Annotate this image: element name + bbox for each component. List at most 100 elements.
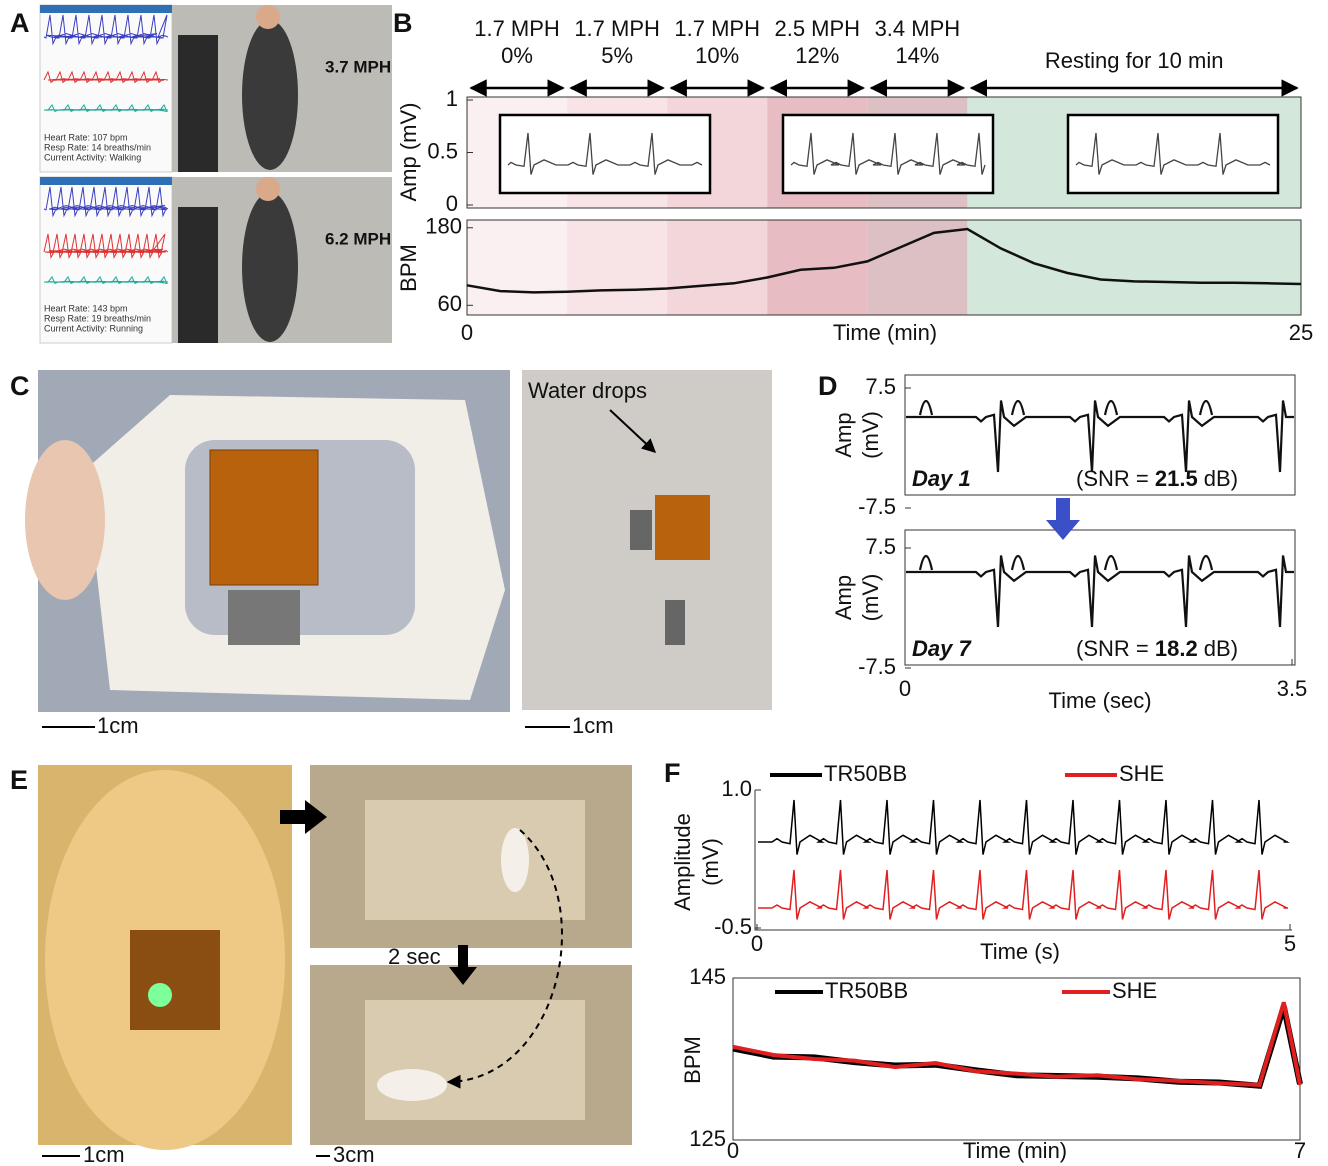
y-axis-label: BPM [680, 1036, 705, 1084]
stage-grade: 12% [795, 43, 839, 68]
panel-label: B [393, 8, 413, 38]
snr-unit: dB) [1198, 466, 1238, 491]
y-axis-label: (mV) [858, 574, 883, 622]
screen-header [40, 177, 172, 185]
runner-head [256, 177, 280, 201]
stage-speed: 1.7 MPH [674, 16, 760, 41]
panel-label: F [664, 758, 681, 788]
circuit-board [210, 450, 318, 585]
stage-band [767, 220, 867, 315]
y-axis-label: Amp [831, 412, 856, 457]
x-tick-label: 0 [751, 931, 763, 956]
ecg-trace [906, 401, 1294, 473]
speed: 6.2 MPH [325, 229, 391, 248]
electrode [228, 590, 300, 645]
panel-label: D [818, 371, 838, 401]
stage-speed: 1.7 MPH [574, 16, 660, 41]
stage-grade: 0% [501, 43, 533, 68]
y-axis-label: Amplitude [670, 813, 695, 911]
finger [25, 440, 105, 600]
y-tick-label: 145 [689, 964, 726, 989]
y-tick-label: 1.0 [721, 776, 752, 801]
scale-label: 1cm [97, 713, 139, 738]
x-tick-label: 5 [1284, 931, 1296, 956]
ecg-trace [906, 556, 1294, 628]
resp-rate: Resp Rate: 14 breaths/min [44, 142, 151, 152]
y-tick-label: 0 [446, 191, 458, 216]
x-tick-label: 0 [461, 320, 473, 345]
x-tick-label: 0 [727, 1138, 739, 1163]
stage-grade: 14% [895, 43, 939, 68]
panel-label: A [10, 8, 30, 38]
y-tick-label: 7.5 [865, 374, 896, 399]
p-t-waves [920, 401, 1212, 415]
electrode [665, 600, 685, 645]
x-tick-label: 3.5 [1277, 676, 1308, 701]
snr-label: (SNR = 21.5 dB) [1076, 466, 1238, 491]
ecg-inset [783, 115, 993, 193]
legend-label: SHE [1119, 761, 1164, 786]
y-tick-label: 125 [689, 1126, 726, 1151]
activity: Current Activity: Walking [44, 152, 141, 162]
heart-rate: Heart Rate: 107 bpm [44, 132, 128, 142]
y-axis-label: Amp [831, 575, 856, 620]
x-axis-label: Time (min) [963, 1138, 1067, 1163]
y-tick-label: -7.5 [858, 654, 896, 679]
bedding [365, 1000, 585, 1120]
speed: 3.7 MPH [325, 57, 391, 76]
runner [242, 20, 298, 170]
stage-band [867, 220, 967, 315]
ecg-inset [500, 115, 710, 193]
legend-label: TR50BB [824, 761, 907, 786]
x-axis-label: Time (min) [833, 320, 937, 345]
rat [377, 1069, 447, 1101]
heart-rate: Heart Rate: 143 bpm [44, 303, 128, 313]
snr-prefix: (SNR = [1076, 636, 1155, 661]
snr-value: 21.5 [1155, 466, 1198, 491]
day-label: Day 1 [912, 466, 971, 491]
x-tick-label: 25 [1289, 320, 1313, 345]
annotation: 2 sec [388, 944, 441, 969]
ecg-inset [1068, 115, 1278, 193]
runner [242, 192, 298, 342]
y-tick-label: 0.5 [427, 138, 458, 163]
x-axis-label: Time (s) [980, 939, 1060, 964]
treadmill [178, 207, 218, 343]
led [148, 983, 172, 1007]
stage-speed: 3.4 MPH [875, 16, 961, 41]
stage-label: Resting for 10 min [1045, 48, 1224, 73]
activity: Current Activity: Running [44, 323, 143, 333]
circuit-board [655, 495, 710, 560]
bpm-line [733, 1002, 1300, 1085]
day-label: Day 7 [912, 636, 972, 661]
y-axis-label: (mV) [698, 838, 723, 886]
circuit-board [130, 930, 220, 1030]
panel-label: C [10, 371, 30, 401]
scale-label: 1cm [83, 1142, 125, 1166]
stage-band [467, 220, 567, 315]
ecg-trace [758, 800, 1288, 855]
legend-label: SHE [1112, 978, 1157, 1003]
resp-rate: Resp Rate: 19 breaths/min [44, 313, 151, 323]
stage-speed: 2.5 MPH [774, 16, 860, 41]
snr-value: 18.2 [1155, 636, 1198, 661]
stage-band [667, 220, 767, 315]
bedding [365, 800, 585, 920]
p-t-waves [920, 556, 1212, 570]
screen-header [40, 5, 172, 13]
y-axis-label: BPM [396, 244, 421, 292]
annotation: Water drops [528, 378, 647, 403]
electrode [630, 510, 652, 550]
x-axis-label: Time (sec) [1048, 688, 1151, 713]
panel-label: E [10, 765, 28, 795]
y-tick-label: 1 [446, 86, 458, 111]
stage-grade: 10% [695, 43, 739, 68]
day-arrow [1046, 498, 1080, 540]
page: {"panel_labels": ["A", "B", "C", "D", "E… [0, 0, 1328, 1166]
y-axis-label: (mV) [858, 411, 883, 459]
ecg-trace [758, 870, 1288, 919]
y-axis-label: Amp (mV) [396, 103, 421, 202]
stage-speed: 1.7 MPH [474, 16, 560, 41]
x-tick-label: 7 [1294, 1138, 1306, 1163]
x-tick-label: 0 [899, 676, 911, 701]
